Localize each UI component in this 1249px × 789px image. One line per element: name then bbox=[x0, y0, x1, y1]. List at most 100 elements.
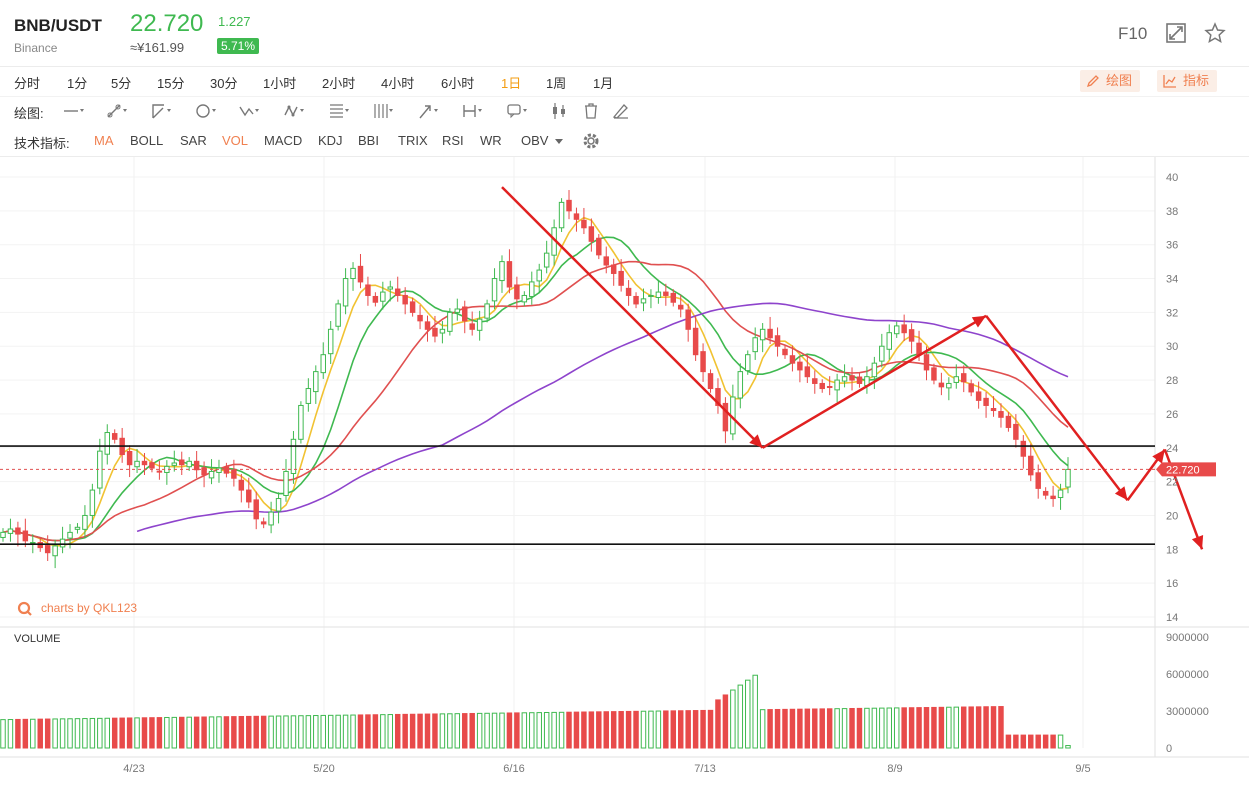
volume-bar bbox=[946, 706, 952, 749]
indicator-macd[interactable]: MACD bbox=[264, 133, 303, 148]
candle bbox=[0, 528, 6, 542]
indicator-kdj[interactable]: KDJ bbox=[318, 133, 343, 148]
candle bbox=[432, 315, 438, 343]
candle bbox=[566, 190, 572, 220]
timeframe-option[interactable]: 6小时 bbox=[441, 76, 475, 91]
chevron-down-icon[interactable] bbox=[554, 138, 564, 146]
indicator-button[interactable]: 指标 bbox=[1157, 70, 1218, 92]
timeframe-option[interactable]: 30分 bbox=[210, 76, 238, 91]
indicator-boll[interactable]: BOLL bbox=[130, 133, 164, 148]
volume-bar bbox=[1042, 734, 1049, 749]
timeframe-option[interactable]: 分时 bbox=[14, 76, 41, 91]
volume-bar bbox=[484, 712, 490, 749]
volume-bar bbox=[439, 713, 446, 749]
price-tick-label: 18 bbox=[1166, 544, 1178, 556]
volume-bar bbox=[409, 713, 416, 749]
indicator-obv[interactable]: OBV bbox=[521, 133, 549, 148]
timeframe-option[interactable]: 2小时 bbox=[322, 76, 356, 91]
timeframe-option[interactable]: 1月 bbox=[593, 76, 614, 91]
fibonacci-icon[interactable] bbox=[328, 101, 350, 121]
candle bbox=[499, 255, 505, 293]
candle bbox=[737, 363, 744, 409]
volume-bar bbox=[871, 707, 878, 749]
volume-bars bbox=[0, 674, 1071, 749]
volume-bar bbox=[15, 718, 21, 749]
draw-button[interactable]: 绘图 bbox=[1080, 70, 1141, 92]
trash-icon[interactable] bbox=[580, 101, 602, 121]
volume-title: VOLUME bbox=[14, 633, 60, 645]
price-tick-label: 32 bbox=[1166, 307, 1178, 319]
price-chart[interactable]: 40 38 36 34 32 30 28 26 24 22 20 18 16 14 9000000 60000… bbox=[0, 157, 1249, 789]
date-tick-label: 7/13 bbox=[694, 763, 715, 775]
vertical-lines-icon[interactable] bbox=[372, 101, 394, 121]
circle-shape-icon[interactable] bbox=[195, 101, 217, 121]
range-measure-icon[interactable] bbox=[461, 101, 483, 121]
timeframe-option-active[interactable]: 1日 bbox=[501, 76, 522, 91]
star-icon[interactable] bbox=[1204, 22, 1226, 44]
indicator-ma[interactable]: MA bbox=[94, 133, 114, 148]
candle bbox=[968, 379, 974, 397]
ray-line-icon[interactable] bbox=[150, 101, 172, 121]
fullscreen-icon[interactable] bbox=[1165, 22, 1187, 44]
indicator-trix[interactable]: TRIX bbox=[398, 133, 428, 148]
volume-tick-label: 6000000 bbox=[1166, 669, 1209, 681]
candle bbox=[365, 276, 371, 306]
volume-bar bbox=[380, 714, 386, 749]
volume-bar bbox=[394, 713, 401, 749]
candle bbox=[417, 305, 423, 330]
candle-icon[interactable] bbox=[549, 101, 571, 121]
f10-button[interactable]: F10 bbox=[1118, 24, 1148, 43]
candle bbox=[476, 310, 483, 341]
timeframe-option[interactable]: 5分 bbox=[111, 76, 132, 91]
timeframe-option[interactable]: 1周 bbox=[546, 76, 567, 91]
text-note-icon[interactable] bbox=[506, 101, 528, 121]
candle bbox=[789, 345, 796, 372]
price-tick-label: 26 bbox=[1166, 409, 1178, 421]
timeframe-option[interactable]: 15分 bbox=[157, 76, 185, 91]
candle bbox=[901, 314, 907, 341]
indicator-rsi[interactable]: RSI bbox=[442, 133, 464, 148]
zigzag-icon[interactable] bbox=[238, 101, 260, 121]
trend-line-icon[interactable] bbox=[106, 101, 128, 121]
ma-line-ma20 bbox=[2, 260, 1069, 542]
volume-bar bbox=[819, 708, 825, 749]
symbol-title: BNB/USDT bbox=[14, 16, 102, 35]
candle bbox=[439, 321, 446, 344]
candle bbox=[387, 280, 394, 302]
volume-bar bbox=[97, 717, 103, 749]
candle bbox=[998, 403, 1004, 428]
volume-bar bbox=[774, 708, 781, 749]
volume-bar bbox=[640, 710, 647, 749]
indicator-wr[interactable]: WR bbox=[480, 133, 502, 148]
volume-bar bbox=[856, 707, 863, 749]
volume-bar bbox=[558, 711, 565, 749]
eraser-icon[interactable] bbox=[610, 101, 632, 121]
arrow-tool-icon[interactable] bbox=[417, 101, 439, 121]
chart-grid bbox=[0, 157, 1249, 789]
date-tick-label: 6/16 bbox=[503, 763, 524, 775]
pattern-icon[interactable] bbox=[283, 101, 305, 121]
timeframe-option[interactable]: 4小时 bbox=[381, 76, 415, 91]
candle bbox=[521, 291, 528, 307]
candle bbox=[454, 298, 461, 321]
volume-bar bbox=[74, 718, 81, 749]
candle bbox=[797, 355, 803, 383]
candle bbox=[692, 315, 699, 361]
timeframe-option[interactable]: 1分 bbox=[67, 76, 88, 91]
candle bbox=[1035, 464, 1041, 499]
volume-bar bbox=[59, 718, 66, 749]
gear-icon[interactable] bbox=[582, 132, 600, 150]
indicator-label: 技术指标: bbox=[14, 136, 70, 151]
volume-bar bbox=[193, 716, 200, 749]
watermark-text: charts by QKL123 bbox=[41, 601, 137, 615]
volume-bar bbox=[37, 718, 43, 749]
date-tick-label: 8/9 bbox=[887, 763, 902, 775]
volume-bar bbox=[134, 717, 140, 749]
indicator-sar[interactable]: SAR bbox=[180, 133, 207, 148]
horizontal-line-icon[interactable] bbox=[62, 101, 84, 121]
price-tick-label: 40 bbox=[1166, 172, 1178, 184]
indicator-vol[interactable]: VOL bbox=[222, 133, 249, 148]
timeframe-option[interactable]: 1小时 bbox=[263, 76, 297, 91]
indicator-bbi[interactable]: BBI bbox=[358, 133, 379, 148]
volume-bar bbox=[655, 710, 662, 749]
